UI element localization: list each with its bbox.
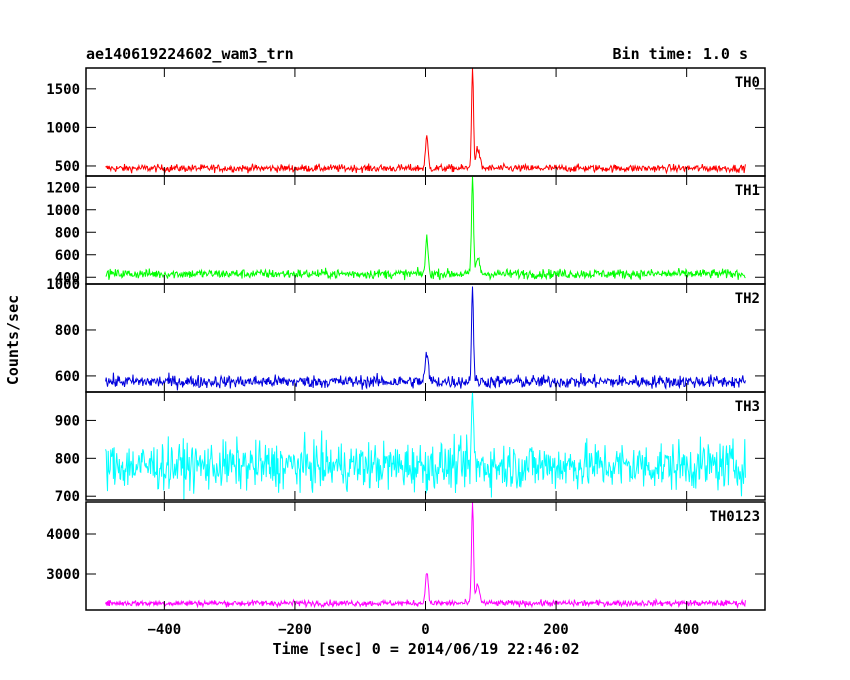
bin-time-label: Bin time: 1.0 s — [613, 45, 748, 63]
y-tick-label: 3000 — [46, 567, 80, 583]
panels: 500 1000 1500 TH0 400 600 800 1000 1200 TH1 600 800… — [46, 67, 766, 638]
panel-frame — [85, 283, 766, 393]
panel-frame — [85, 175, 766, 285]
y-tick-label: 900 — [55, 413, 80, 429]
y-tick-label: 1000 — [46, 120, 80, 136]
y-tick-label: 1000 — [46, 277, 80, 293]
panel-th0123: 3000 4000 TH0123 — [46, 501, 766, 611]
panel-frame — [85, 391, 766, 501]
panel-th3: 700 800 900 TH3 — [55, 391, 766, 505]
x-tick-label: −200 — [278, 622, 312, 638]
chart-title: ae140619224602_wam3_trn — [86, 45, 294, 63]
y-tick-label: 1200 — [46, 180, 80, 196]
panel-th0: 500 1000 1500 TH0 — [46, 67, 766, 177]
panel-label: TH2 — [735, 291, 760, 307]
panel-label: TH0 — [735, 75, 760, 91]
y-tick-label: 800 — [55, 323, 80, 339]
y-tick-label: 700 — [55, 489, 80, 505]
y-tick-label: 600 — [55, 369, 80, 385]
panel-label: TH0123 — [709, 509, 760, 525]
y-tick-label: 4000 — [46, 527, 80, 543]
y-tick-label: 500 — [55, 159, 80, 175]
y-tick-label: 1000 — [46, 203, 80, 219]
panel-th1: 400 600 800 1000 1200 TH1 — [46, 175, 766, 286]
series-th0123 — [105, 502, 746, 609]
x-tick-label: −400 — [147, 622, 181, 638]
y-tick-label: 400 — [55, 270, 80, 286]
x-axis-label: Time [sec] 0 = 2014/06/19 22:46:02 — [272, 640, 579, 658]
y-tick-label: 600 — [55, 248, 80, 264]
panel-label: TH3 — [735, 399, 760, 415]
panel-frame — [85, 501, 766, 611]
panel-frame — [85, 67, 766, 177]
series-th2 — [105, 286, 746, 391]
x-tick-label: 400 — [674, 622, 699, 638]
y-tick-label: 1500 — [46, 82, 80, 98]
x-tick-label: 200 — [543, 622, 568, 638]
series-th0 — [105, 67, 746, 175]
series-th1 — [105, 175, 746, 282]
panel-label: TH1 — [735, 183, 760, 199]
x-tick-label: 0 — [421, 622, 429, 638]
y-axis-label: Counts/sec — [4, 295, 22, 385]
y-tick-label: 800 — [55, 451, 80, 467]
y-tick-label: 800 — [55, 225, 80, 241]
series-th3 — [105, 391, 746, 501]
panel-th2: 600 800 1000 TH2 — [46, 277, 766, 393]
